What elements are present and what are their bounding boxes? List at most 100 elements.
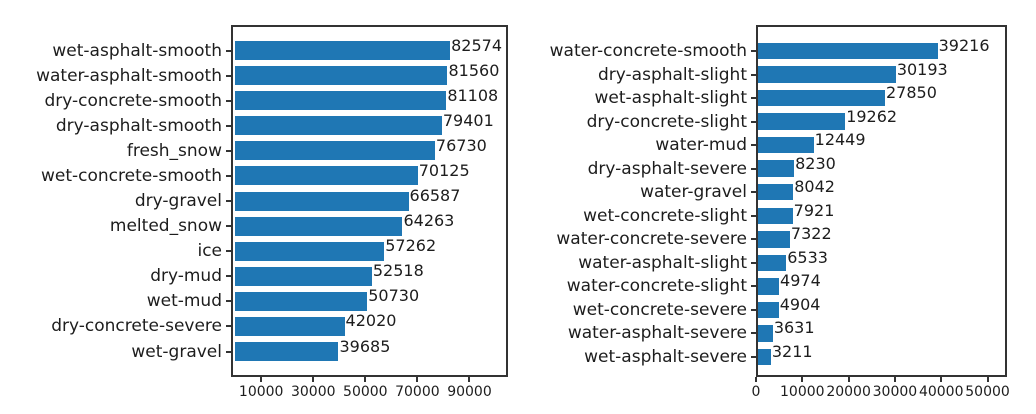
category-label: wet-gravel: [131, 341, 222, 362]
bar: [235, 291, 368, 311]
bar: [235, 216, 403, 236]
y-tick-mark: [226, 149, 231, 152]
value-label: 39216: [938, 36, 990, 55]
x-tick-mark: [847, 377, 850, 382]
category-label: wet-concrete-severe: [572, 299, 747, 320]
category-label: wet-asphalt-slight: [594, 88, 747, 109]
value-label: 52518: [372, 261, 424, 281]
value-label: 66587: [409, 186, 461, 205]
value-label: 4974: [780, 271, 821, 291]
bar: [758, 325, 773, 342]
x-tick-label: 70000: [395, 384, 440, 400]
category-label: water-asphalt-smooth: [36, 65, 222, 86]
bar: [758, 113, 846, 130]
x-tick-label: 10000: [238, 384, 284, 400]
category-label: wet-concrete-slight: [583, 205, 747, 226]
bar: [758, 89, 885, 107]
bar: [235, 116, 442, 136]
category-label: dry-concrete-smooth: [44, 90, 222, 111]
category-label: wet-asphalt-smooth: [52, 40, 222, 61]
bar: [235, 266, 372, 286]
x-tick-label: 30000: [290, 384, 336, 400]
category-label: fresh_snow: [126, 140, 222, 161]
category-label: dry-asphalt-severe: [587, 158, 747, 179]
bar: [758, 42, 938, 60]
plot-area: [231, 25, 508, 377]
y-tick-mark: [751, 144, 756, 147]
bar: [758, 278, 780, 295]
category-label: dry-gravel: [134, 191, 222, 211]
y-tick-mark: [751, 120, 756, 123]
bar: [235, 166, 418, 186]
bar: [758, 183, 794, 201]
x-tick-mark: [312, 377, 315, 382]
value-label: 39685: [339, 336, 391, 356]
value-label: 8230: [795, 153, 836, 173]
x-tick-mark: [893, 377, 896, 382]
x-tick-label: 0: [751, 384, 761, 400]
value-label: 76730: [435, 135, 487, 155]
category-label: water-concrete-severe: [556, 229, 747, 250]
value-label: 79401: [442, 110, 494, 130]
category-label: melted_snow: [109, 216, 222, 237]
bar: [758, 136, 814, 154]
category-label: wet-asphalt-severe: [584, 347, 747, 367]
bar: [758, 207, 793, 225]
value-label: 3631: [773, 318, 815, 338]
y-tick-mark: [751, 50, 756, 52]
category-label: dry-concrete-slight: [586, 111, 747, 132]
x-tick-mark: [416, 377, 419, 382]
x-tick-label: 90000: [447, 384, 492, 400]
value-label: 4904: [779, 294, 821, 314]
category-label: water-concrete-smooth: [549, 41, 747, 61]
y-tick-mark: [751, 191, 756, 194]
y-tick-mark: [226, 124, 231, 127]
value-label: 6533: [787, 247, 828, 267]
y-tick-mark: [226, 250, 231, 253]
bar: [758, 160, 795, 177]
y-tick-mark: [751, 97, 756, 100]
value-label: 12449: [814, 130, 866, 150]
category-label: water-asphalt-slight: [578, 252, 747, 273]
bar: [758, 301, 779, 319]
category-label: water-concrete-slight: [566, 276, 747, 297]
y-tick-mark: [226, 325, 231, 328]
value-label: 19262: [846, 106, 898, 126]
y-tick-mark: [226, 174, 231, 177]
x-tick-label: 40000: [918, 384, 964, 400]
x-tick-mark: [260, 377, 263, 382]
category-label: dry-mud: [150, 266, 222, 287]
x-tick-mark: [940, 377, 943, 382]
value-label: 7322: [790, 224, 832, 244]
category-label: dry-asphalt-smooth: [55, 115, 222, 136]
y-tick-mark: [751, 238, 756, 241]
category-label: dry-asphalt-slight: [598, 64, 747, 85]
y-tick-mark: [226, 200, 231, 202]
y-tick-mark: [226, 300, 231, 303]
bar: [235, 342, 339, 361]
y-tick-mark: [751, 261, 756, 264]
y-tick-mark: [751, 356, 756, 358]
category-label: wet-mud: [146, 291, 222, 312]
bar: [758, 254, 787, 272]
value-label: 82574: [451, 35, 503, 55]
value-label: 7921: [793, 200, 835, 220]
bar: [235, 141, 435, 161]
y-tick-mark: [226, 49, 231, 52]
x-tick-mark: [468, 377, 471, 382]
y-tick-mark: [226, 74, 231, 77]
value-label: 8042: [794, 177, 835, 197]
value-label: 81108: [447, 85, 499, 105]
x-tick-label: 10000: [780, 384, 825, 400]
y-tick-mark: [226, 350, 231, 353]
value-label: 3211: [771, 342, 813, 361]
category-label: ice: [197, 241, 222, 262]
bar: [758, 66, 896, 83]
bar: [758, 348, 771, 366]
value-label: 42020: [345, 311, 397, 331]
x-tick-label: 30000: [872, 384, 918, 400]
bar: [235, 316, 345, 336]
y-tick-mark: [226, 225, 231, 228]
